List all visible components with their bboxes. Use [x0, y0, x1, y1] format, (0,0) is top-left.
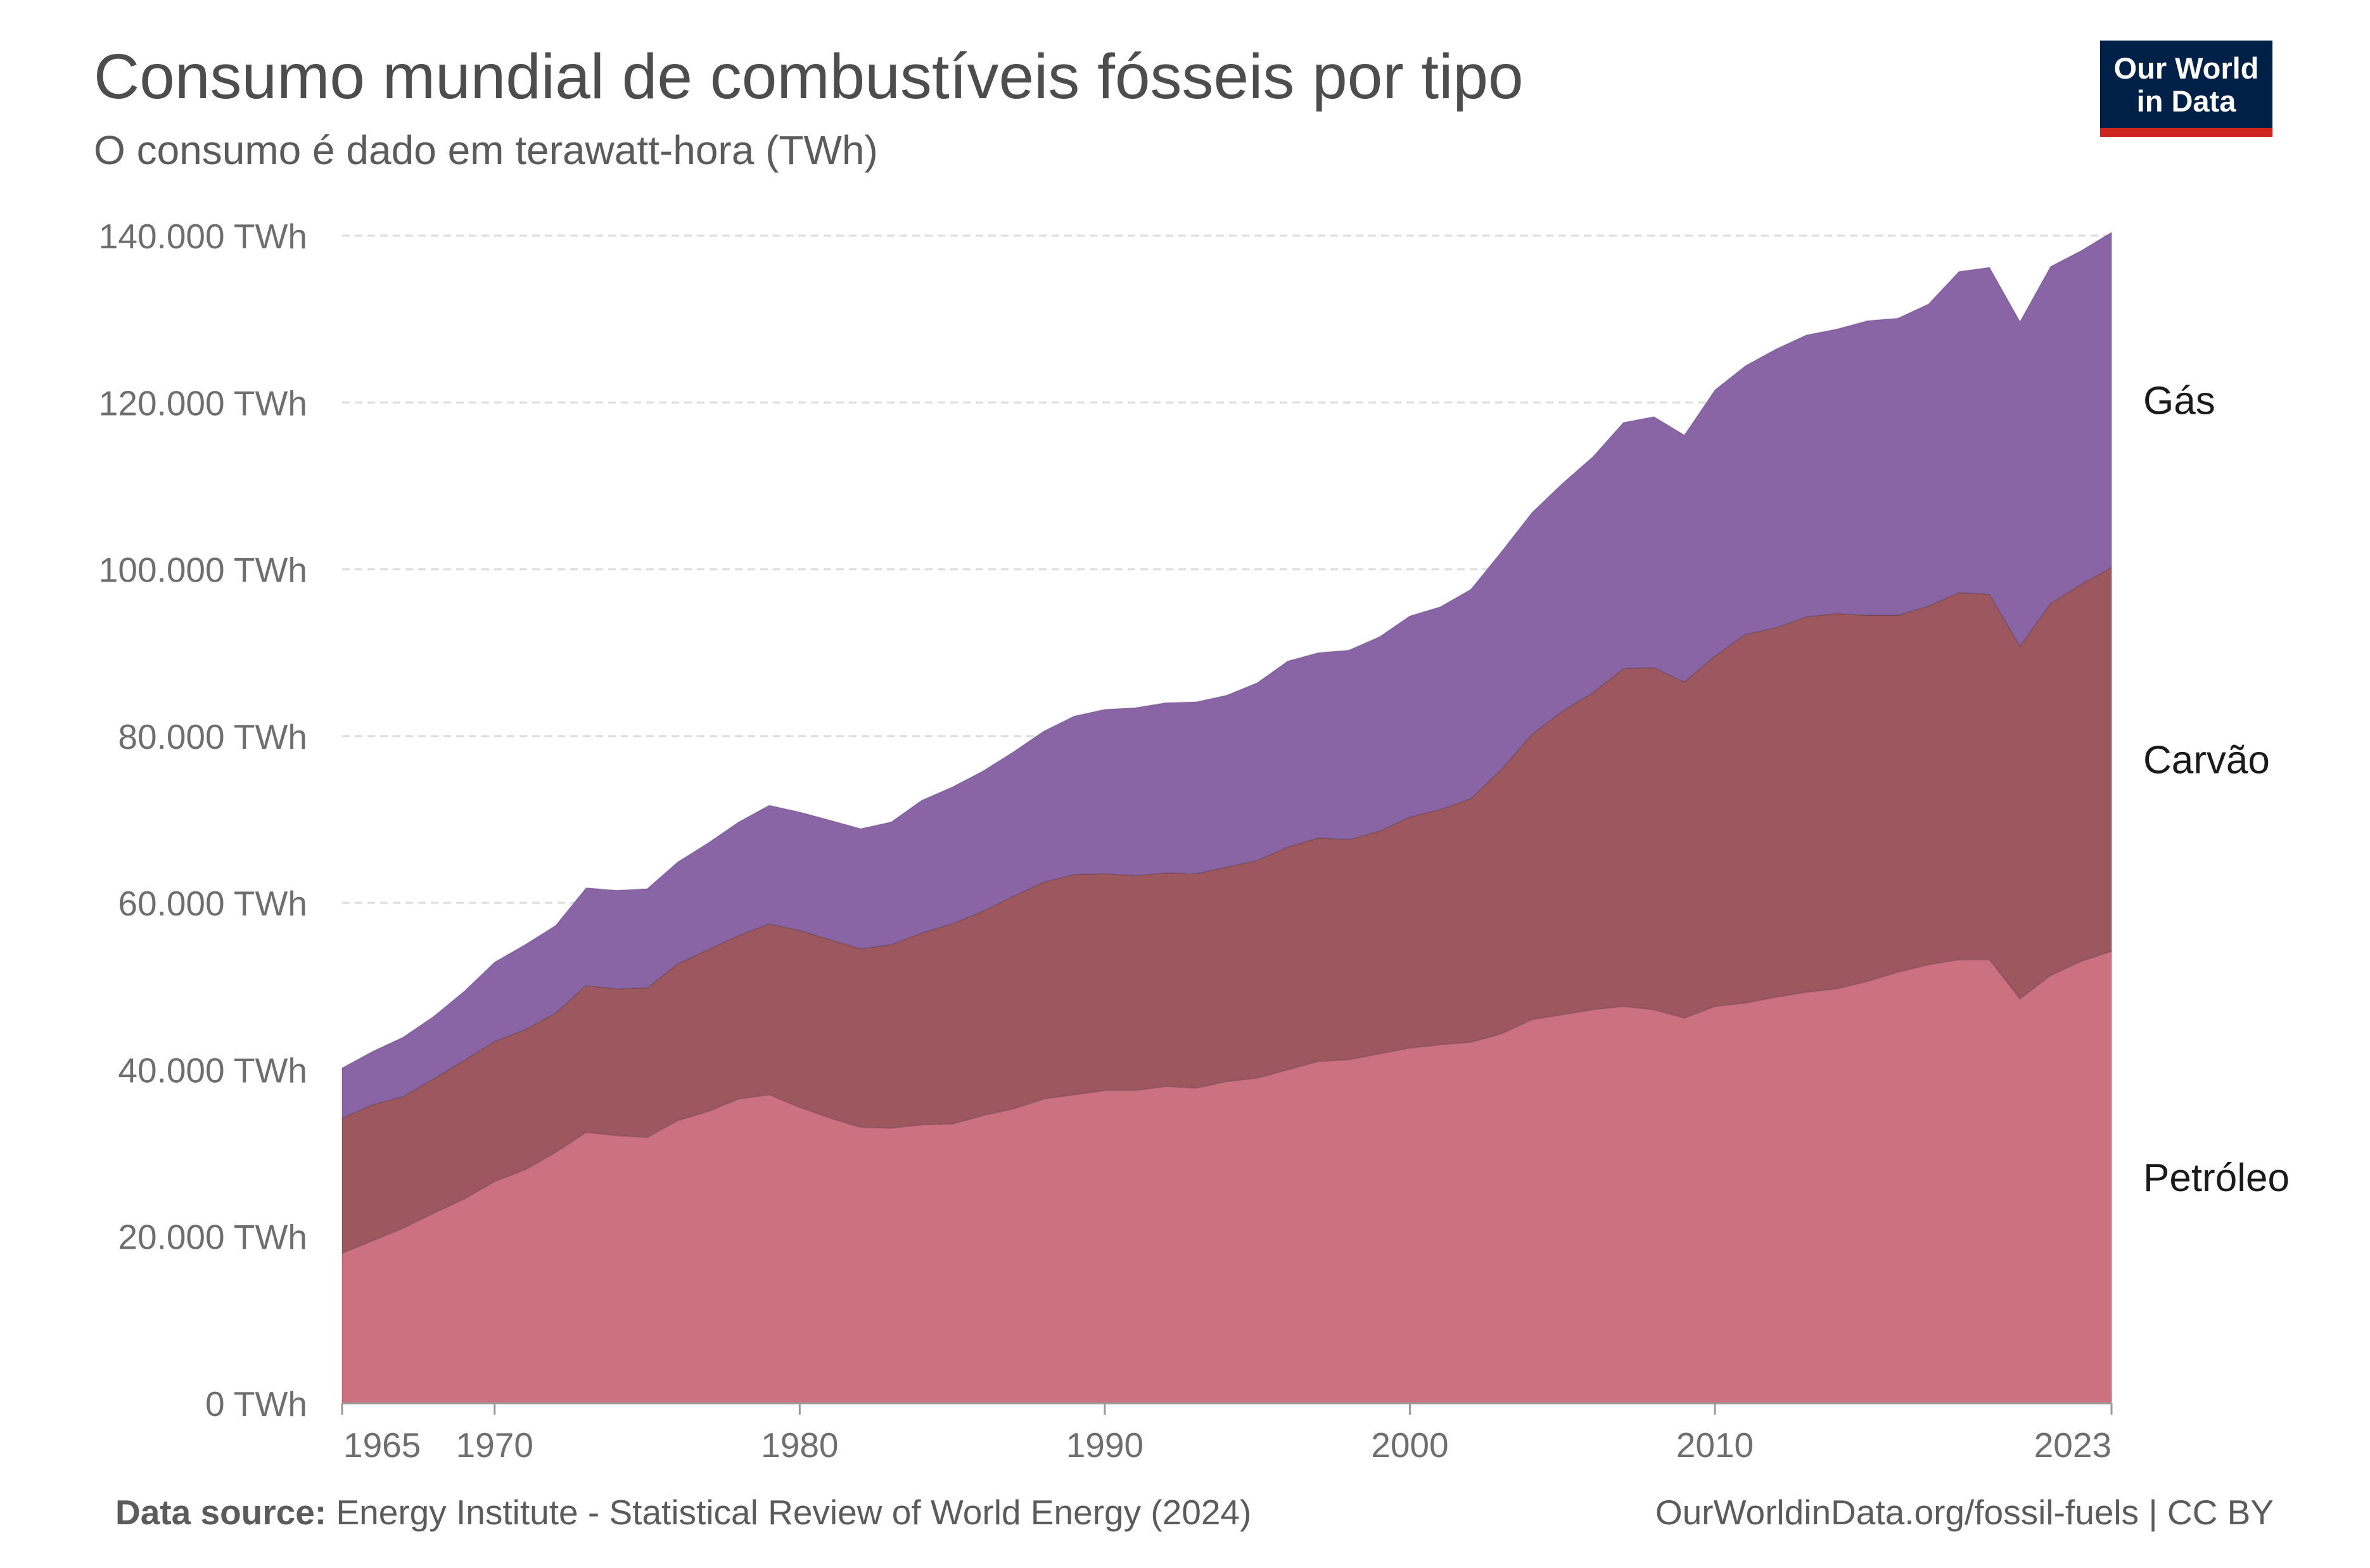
x-tick-label: 1990	[1066, 1425, 1144, 1465]
y-tick-label: 60.000 TWh	[118, 884, 307, 923]
x-tick-label: 2010	[1676, 1425, 1754, 1465]
x-tick-label: 1980	[761, 1425, 838, 1465]
logo-accent-bar	[2100, 128, 2272, 137]
data-source-text[interactable]: Energy Institute - Statistical Review of…	[336, 1493, 1252, 1532]
y-tick-label: 120.000 TWh	[99, 383, 307, 423]
y-axis-ticks: 0 TWh 20.000 TWh 40.000 TWh 60.000 TWh 80.00…	[99, 217, 307, 1424]
owid-logo[interactable]: Our World in Data	[2100, 41, 2272, 137]
y-tick-label: 140.000 TWh	[99, 217, 307, 256]
y-tick-label: 20.000 TWh	[118, 1218, 307, 1257]
logo-line-1: Our World	[2113, 51, 2259, 85]
data-source: Data source: Energy Institute - Statisti…	[115, 1492, 1251, 1533]
area-series	[341, 231, 2112, 1404]
chart-subtitle: O consumo é dado em terawatt-hora (TWh)	[94, 127, 878, 173]
x-tick-label: 1965	[343, 1425, 421, 1465]
y-tick-label: 0 TWh	[205, 1384, 307, 1424]
chart-title: Consumo mundial de combustíveis fósseis …	[94, 41, 1524, 112]
y-tick-label: 100.000 TWh	[99, 551, 307, 590]
series-label-carvao: Carvão	[2143, 739, 2270, 782]
data-source-label: Data source:	[115, 1493, 327, 1532]
area-carvao[interactable]	[341, 566, 2112, 1254]
x-tick-label: 1970	[456, 1425, 533, 1465]
series-label-petroleo: Petróleo	[2143, 1156, 2290, 1200]
series-label-gas: Gás	[2143, 379, 2215, 423]
x-tick-label: 2000	[1371, 1425, 1448, 1465]
footer-link[interactable]: OurWorldinData.org/fossil-fuels | CC BY	[1655, 1493, 2274, 1532]
series-labels: Petróleo Carvão Gás	[2143, 379, 2290, 1200]
y-tick-label: 80.000 TWh	[118, 717, 307, 756]
y-tick-label: 40.000 TWh	[118, 1050, 307, 1090]
logo-text: Our World in Data	[2100, 52, 2272, 118]
logo-line-2: in Data	[2136, 84, 2236, 118]
x-axis: 1965 1970 1980 1990 2000 2010 2023	[341, 1402, 2113, 1465]
area-gas[interactable]	[341, 231, 2112, 1119]
x-tick-label: 2023	[2034, 1425, 2112, 1465]
